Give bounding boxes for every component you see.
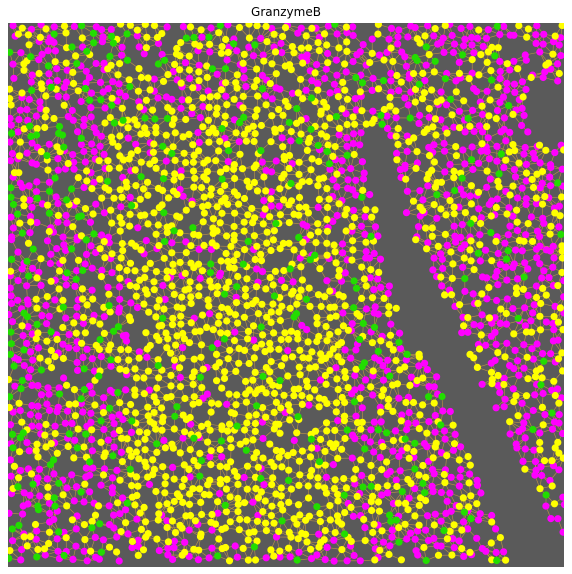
tissue-plot	[8, 23, 564, 567]
edge-network	[8, 23, 564, 562]
cell-network-image	[8, 23, 564, 567]
cell-edges	[8, 23, 564, 562]
figure-title: GranzymeB	[251, 5, 321, 19]
cell-dots	[8, 23, 564, 565]
yellow-cells	[8, 23, 564, 565]
